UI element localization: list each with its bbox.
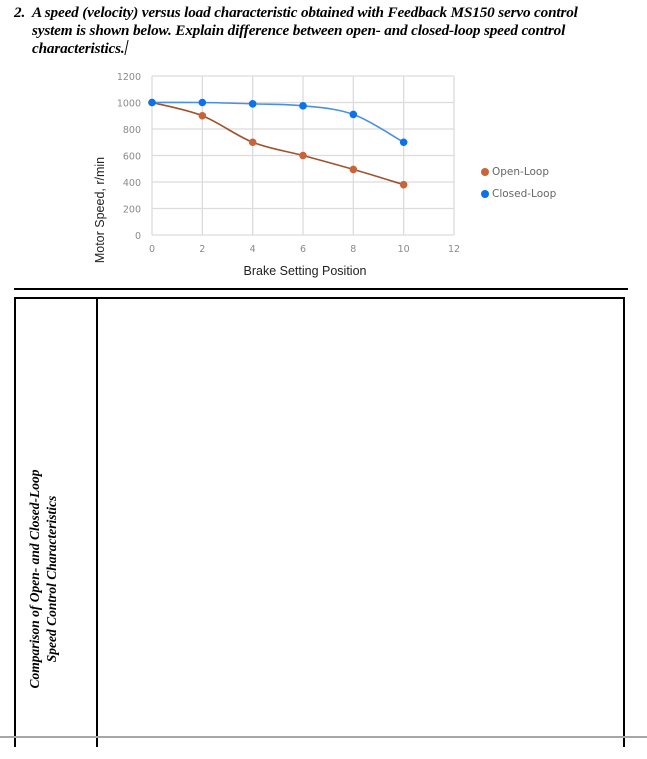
answer-label: Comparison of Open- and Closed-Loop Spee… — [26, 399, 86, 759]
svg-text:12: 12 — [448, 244, 460, 255]
answer-input-cell[interactable] — [98, 299, 623, 747]
y-axis-title: Motor Speed, r/min — [93, 156, 107, 264]
svg-text:400: 400 — [123, 178, 141, 189]
horizontal-divider — [14, 288, 628, 290]
svg-text:600: 600 — [123, 152, 141, 163]
svg-text:0: 0 — [149, 244, 155, 255]
svg-text:10: 10 — [398, 244, 410, 255]
legend-item-closed-loop: Closed-Loop — [481, 183, 556, 205]
legend-item-open-loop: Open-Loop — [481, 161, 556, 183]
chart-plot: 0 200 400 600 800 1000 1200 0 2 4 6 8 10 12 — [117, 72, 460, 255]
svg-text:200: 200 — [123, 205, 141, 216]
question-number: 2. — [14, 4, 26, 21]
question-line-1: A speed (velocity) versus load character… — [32, 4, 578, 21]
answer-label-cell: Comparison of Open- and Closed-Loop Spee… — [16, 299, 98, 747]
speed-load-chart: 0 200 400 600 800 1000 1200 0 2 4 6 8 10 12 Motor Spe… — [80, 66, 600, 286]
legend-label-open-loop: Open-Loop — [492, 166, 550, 178]
answer-label-line-1: Comparison of Open- and Closed-Loop — [27, 469, 42, 689]
svg-text:2: 2 — [199, 244, 205, 255]
closed-loop-marker-icon — [481, 190, 489, 198]
question-line-3: characteristics. — [32, 40, 125, 57]
chart-legend: Open-Loop Closed-Loop — [481, 161, 556, 205]
question-text: 2. A speed (velocity) versus load charact… — [14, 4, 639, 58]
question-line-2: system is shown below. Explain differenc… — [32, 22, 566, 39]
svg-text:8: 8 — [350, 244, 356, 255]
svg-text:6: 6 — [300, 244, 306, 255]
svg-text:1000: 1000 — [117, 99, 141, 110]
legend-label-closed-loop: Closed-Loop — [492, 188, 557, 200]
svg-text:4: 4 — [250, 244, 256, 255]
svg-text:1200: 1200 — [117, 72, 141, 83]
answer-table: Comparison of Open- and Closed-Loop Spee… — [14, 297, 625, 747]
open-loop-marker-icon — [481, 168, 489, 176]
svg-text:800: 800 — [123, 125, 141, 136]
x-axis-title: Brake Setting Position — [243, 264, 367, 278]
svg-text:0: 0 — [135, 231, 141, 242]
page-bottom-border — [0, 736, 647, 738]
answer-label-line-2: Speed Control Characteristics — [44, 495, 59, 663]
